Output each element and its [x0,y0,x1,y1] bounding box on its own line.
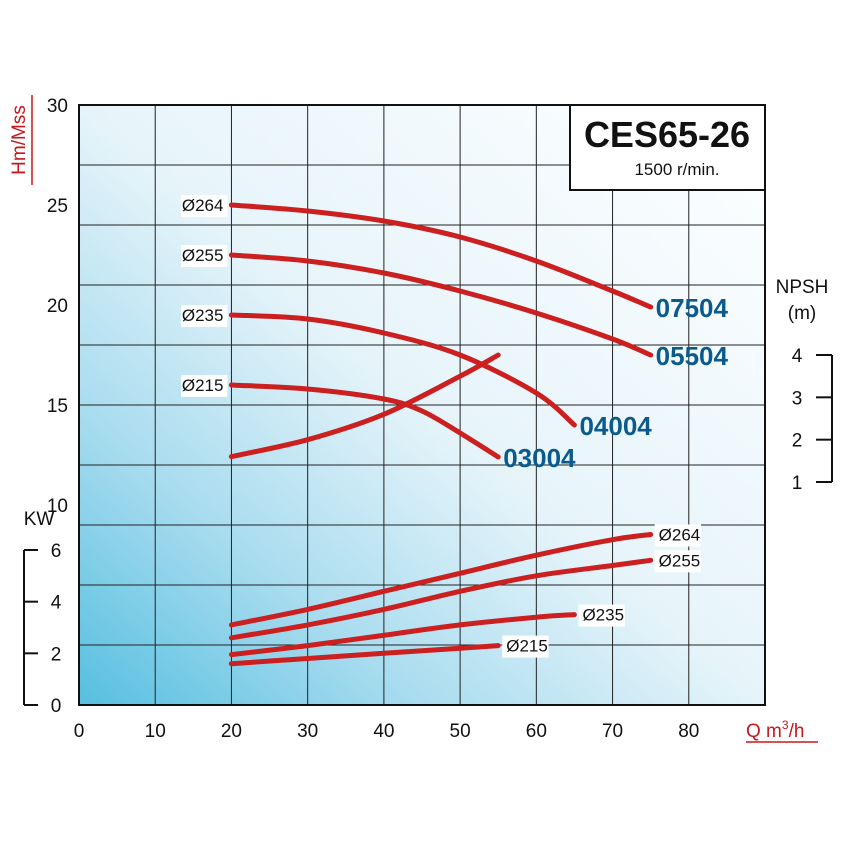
head-curve [228,312,577,428]
curve-model-label: 05504 [656,341,729,371]
title-box-frame [569,104,766,191]
x-axis-label: Q m3/h [746,718,804,742]
x-tick-label: 30 [297,721,318,742]
curve-label-backdrop [502,635,549,658]
head-curve [228,252,654,358]
x-tick-label: 50 [450,721,471,742]
npsh-tick-label: 1 [792,473,803,494]
head-tick-label: 30 [47,96,68,117]
power-tick-label: 2 [51,644,62,665]
power-tick-label: 4 [51,593,62,614]
x-tick-label: 20 [221,721,242,742]
curve-diameter-label: Ø215 [506,637,548,656]
power-curve [228,643,501,667]
x-tick-label: 0 [74,721,85,742]
power-axis-label: KW [24,509,55,530]
curve-label-backdrop [578,604,625,627]
npsh-axis-label-line1: NPSH [776,277,829,298]
title-box: CES65-26 1500 r/min. [569,104,766,191]
power-tick-label: 0 [51,696,62,717]
head-tick-label: 10 [47,496,68,517]
power-curve [228,557,654,641]
curve-label-backdrop [181,375,228,397]
x-tick-label: 70 [602,721,623,742]
curve-label-backdrop [654,524,702,547]
grid [79,105,765,705]
curve-label-backdrop [654,550,702,573]
head-curve [228,202,654,310]
x-tick-label: 80 [678,721,699,742]
plot-frame [78,104,766,706]
head-tick-label: 25 [47,196,68,217]
curve-model-label: 07504 [656,293,729,323]
npsh-tick-label: 4 [792,346,803,367]
curve-diameter-label: Ø255 [659,551,701,570]
chart-subtitle: 1500 r/min. [634,160,719,179]
x-tick-label: 40 [373,721,394,742]
power-curve [228,612,577,658]
curve-labels: Ø264 07504 Ø255 05504 Ø235 04004 Ø215 03004 Ø264… [181,195,729,658]
x-tick-label: 10 [145,721,166,742]
head-tick-label: 15 [47,396,68,417]
curve-label-backdrop [181,245,228,267]
curve-diameter-label: Ø215 [182,376,224,395]
power-tick-label: 6 [51,541,62,562]
npsh-tick-label: 2 [792,431,803,452]
head-axis: 10 15 20 25 30 [47,96,68,517]
curve-label-backdrop [181,305,228,327]
curve-label-backdrop [181,195,228,217]
curve-diameter-label: Ø264 [659,526,701,545]
curve-diameter-label: Ø255 [182,246,224,265]
npsh-axis: NPSH (m) 1 2 3 4 [776,277,833,494]
npsh-axis-label-line2: (m) [788,303,816,324]
npsh-curve [228,352,501,460]
curve-diameter-label: Ø235 [582,606,624,625]
power-curve [228,532,654,628]
npsh-tick-label: 3 [792,388,803,409]
curve-diameter-label: Ø264 [182,196,224,215]
head-axis-label: Hm/Mss [9,105,30,175]
head-tick-label: 20 [47,296,68,317]
curve-diameter-label: Ø235 [182,306,224,325]
curve-model-label: 03004 [503,443,576,473]
x-axis: 0 10 20 30 40 50 60 70 80 [74,721,700,742]
curves [228,202,654,667]
chart-title: CES65-26 [584,114,750,155]
x-tick-label: 60 [526,721,547,742]
head-curve [228,382,501,460]
power-axis: KW 0 2 4 6 [23,509,62,717]
curve-model-label: 04004 [579,411,652,441]
